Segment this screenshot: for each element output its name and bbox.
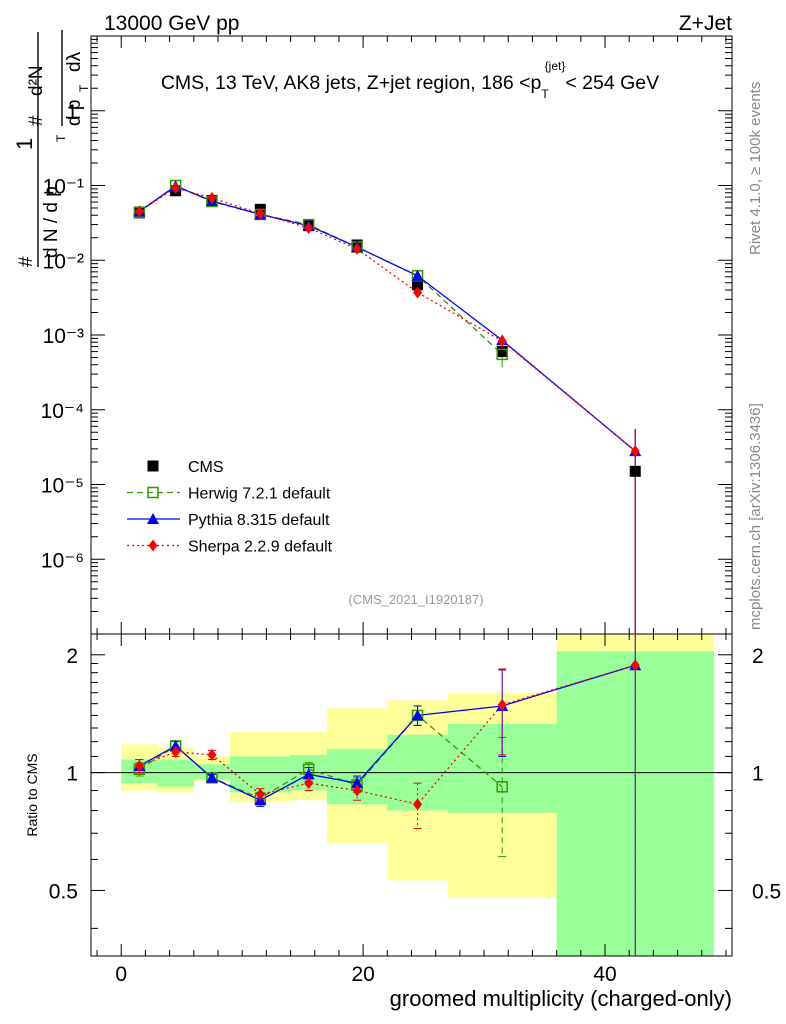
ratio-series [133, 634, 642, 956]
y-label-denominator-sub: T [54, 134, 68, 142]
ratio-point-0 [496, 781, 508, 793]
x-axis-label: groomed multiplicity (charged-only) [390, 986, 732, 1011]
cms-data-point [629, 465, 641, 477]
y-tick-label: 10⁻⁵ [41, 475, 84, 498]
x-tick-label: 40 [593, 963, 616, 986]
series-line-0 [138, 184, 503, 355]
y-label-denominator: d N / d p [41, 186, 62, 258]
rivet-label: Rivet 4.1.0, ≥ 100k events [747, 82, 764, 255]
ratio-point-2 [352, 784, 362, 797]
green-band-bin-3 [230, 756, 291, 793]
series-point-2 [255, 207, 265, 220]
series-point-2 [207, 192, 217, 205]
ratio-point-1 [411, 709, 424, 721]
ratio-point-2 [171, 745, 181, 758]
legend: CMS Herwig 7.2.1 default Pythia 8.315 defa… [127, 459, 333, 556]
header-left: 13000 GeV pp [104, 12, 239, 35]
mcplots-label: mcplots.cern.ch [arXiv:1306.3436] [747, 403, 764, 630]
legend-marker-0 [147, 460, 159, 472]
legend-label-2: Pythia 8.315 default [188, 512, 330, 529]
series-point-2 [134, 205, 144, 218]
ratio-tick-label-right: 2 [752, 645, 764, 668]
y-tick-label: 10⁻⁴ [41, 400, 84, 423]
y-label-dp: d p [64, 100, 85, 126]
y-label-hash-bottom: # [16, 256, 37, 267]
ratio-tick-label: 1 [66, 763, 78, 786]
ratio-point-2 [304, 777, 314, 790]
ratio-point-2 [413, 798, 423, 811]
series-point-1 [411, 269, 424, 281]
ratio-point-2 [207, 748, 217, 761]
main-series [133, 179, 642, 634]
ratio-point-1 [205, 771, 218, 783]
y-label-dp-sub: T [77, 84, 91, 92]
x-tick-label: 0 [115, 963, 127, 986]
green-band-bin-1 [157, 759, 194, 787]
series-point-2 [171, 181, 181, 194]
ratio-point-1 [169, 739, 182, 751]
ratio-tick-label: 0.5 [49, 880, 78, 903]
ratio-point-2 [497, 698, 507, 711]
ratio-point-2 [255, 788, 265, 801]
ratio-point-1 [302, 768, 315, 780]
y-label-hash-top: # [26, 115, 47, 126]
y-tick-label: 10⁻² [43, 250, 84, 273]
series-point-2 [630, 445, 640, 458]
ratio-tick-label-right: 1 [752, 763, 764, 786]
ratio-y-label: Ratio to CMS [24, 753, 40, 836]
series-line-2 [139, 187, 636, 452]
series-point-2 [497, 335, 507, 348]
legend-label-0: CMS [188, 459, 224, 476]
series-point-2 [304, 222, 314, 235]
ratio-point-1 [351, 777, 364, 789]
y-tick-label: 10⁻¹ [43, 176, 84, 199]
axes: 0 20 40 1 10⁻¹ 10⁻² 10⁻³ 10⁻⁴ 10⁻⁵ 10⁻⁶ 0.5 0.5 1 1 2 2 [41, 36, 781, 986]
y-label-one: 1 [12, 138, 37, 150]
x-tick-label: 20 [351, 963, 374, 986]
y-label-d2n: d²N [26, 65, 47, 96]
cms-data-point [496, 346, 508, 358]
ratio-point-2 [630, 659, 640, 672]
legend-marker-1 [147, 486, 159, 499]
series-point-2 [413, 286, 423, 299]
ratio-point-2 [134, 759, 144, 772]
ratio-line-2 [139, 664, 636, 806]
chart-title: CMS, 13 TeV, AK8 jets, Z+jet region, 186… [161, 59, 659, 101]
y-tick-label: 1 [66, 101, 78, 124]
ratio-tick-label-right: 0.5 [752, 880, 781, 903]
ratio-tick-label: 2 [66, 645, 78, 668]
analysis-id: (CMS_2021_I1920187) [348, 592, 483, 607]
header-right: Z+Jet [679, 12, 732, 35]
legend-label-3: Sherpa 2.2.9 default [188, 539, 333, 556]
cms-data-point [412, 279, 424, 291]
y-label-dlambda: dλ [64, 51, 85, 72]
series-line-1 [139, 185, 636, 452]
legend-marker-3 [148, 539, 158, 552]
series-point-2 [352, 242, 362, 255]
legend-marker-2 [147, 513, 159, 524]
legend-label-1: Herwig 7.2.1 default [188, 486, 331, 503]
series-point-0 [496, 348, 508, 361]
y-tick-label: 10⁻⁶ [41, 549, 84, 572]
y-axis-label: # 1 d N / d p T # # d²N d p T dλ [12, 30, 91, 267]
y-tick-label: 10⁻³ [43, 325, 84, 348]
